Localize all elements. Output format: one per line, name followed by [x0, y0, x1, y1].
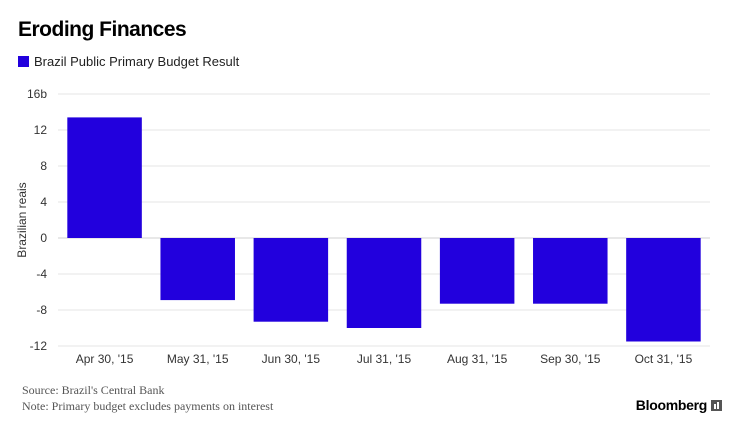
x-tick-label: Oct 31, '15 [635, 352, 693, 366]
brand-logo-text: Bloomberg [635, 397, 708, 413]
bar [346, 238, 422, 328]
bloomberg-terminal-icon [711, 399, 722, 411]
legend-label: Brazil Public Primary Budget Result [34, 54, 240, 69]
x-tick-label: Aug 31, '15 [447, 352, 508, 366]
bar [626, 238, 701, 342]
y-tick-label: 0 [40, 231, 47, 245]
y-tick-label: 12 [34, 123, 48, 137]
x-tick-label: May 31, '15 [167, 352, 229, 366]
x-tick-label: Jun 30, '15 [262, 352, 321, 366]
x-tick-label: Jul 31, '15 [357, 352, 412, 366]
bar-chart: 16b 12 8 4 0 -4 -8 -12 Brazilian reais Apr 30, '1… [15, 87, 710, 366]
brand: Bloomberg [636, 397, 722, 413]
bar [253, 238, 329, 322]
y-tick-label: 16b [27, 87, 47, 101]
y-tick-label: 8 [40, 159, 47, 173]
legend: Brazil Public Primary Budget Result [18, 54, 239, 69]
y-axis-label: Brazilian reais [15, 182, 29, 257]
bar [439, 238, 515, 304]
bar [67, 117, 142, 238]
source-note: Source: Brazil's Central Bank [22, 383, 165, 397]
bar [533, 238, 608, 304]
chart-title: Eroding Finances [18, 18, 187, 41]
x-tick-label: Apr 30, '15 [76, 352, 134, 366]
bar [160, 238, 235, 301]
footnote: Note: Primary budget excludes payments o… [22, 399, 274, 413]
y-tick-label: -4 [36, 267, 47, 281]
y-tick-label: -8 [36, 303, 47, 317]
footer: Source: Brazil's Central Bank Note: Prim… [22, 382, 273, 414]
x-tick-label: Sep 30, '15 [540, 352, 601, 366]
y-tick-label: 4 [40, 195, 47, 209]
y-tick-label: -12 [30, 339, 48, 353]
legend-swatch [18, 56, 29, 67]
